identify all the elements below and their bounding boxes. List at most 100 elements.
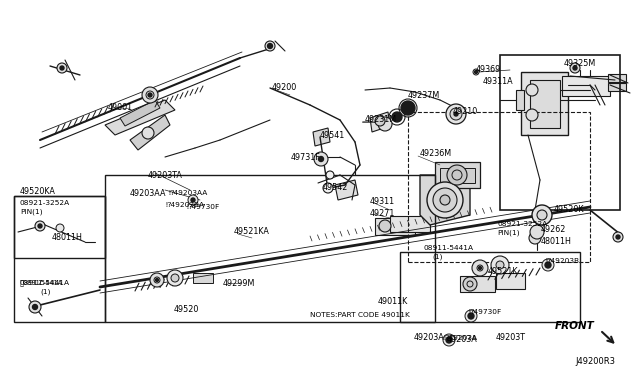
- Circle shape: [616, 235, 620, 239]
- Polygon shape: [105, 100, 175, 135]
- Text: (1): (1): [432, 254, 442, 260]
- Text: 08921-3252A: 08921-3252A: [20, 200, 70, 206]
- Text: 49001: 49001: [108, 103, 133, 112]
- Text: 49521K: 49521K: [488, 266, 518, 276]
- Polygon shape: [120, 100, 160, 126]
- Circle shape: [446, 337, 452, 343]
- Polygon shape: [130, 115, 170, 150]
- Polygon shape: [193, 273, 213, 283]
- Polygon shape: [335, 180, 358, 200]
- Circle shape: [427, 182, 463, 218]
- Circle shape: [479, 266, 481, 269]
- Text: 48011H: 48011H: [541, 237, 572, 247]
- Text: 49520KA: 49520KA: [20, 187, 56, 196]
- Circle shape: [156, 279, 159, 282]
- Circle shape: [472, 260, 488, 276]
- Polygon shape: [435, 162, 480, 188]
- Text: 49231M: 49231M: [365, 115, 397, 124]
- Circle shape: [463, 277, 477, 291]
- Circle shape: [150, 273, 164, 287]
- Text: 49311: 49311: [370, 198, 395, 206]
- Text: 49011K: 49011K: [378, 296, 408, 305]
- Bar: [14, 196, 105, 258]
- Polygon shape: [608, 83, 626, 91]
- Text: ⁉49730F: ⁉49730F: [468, 309, 501, 315]
- Circle shape: [530, 225, 544, 239]
- Text: ⁉49203A: ⁉49203A: [443, 335, 477, 341]
- Text: 49203A: 49203A: [413, 334, 444, 343]
- Text: 49299M: 49299M: [223, 279, 255, 288]
- Circle shape: [496, 261, 504, 269]
- Circle shape: [56, 224, 64, 232]
- Circle shape: [167, 270, 183, 286]
- Text: 49203TA: 49203TA: [148, 171, 183, 180]
- Circle shape: [465, 310, 477, 322]
- Bar: [500, 55, 620, 210]
- Circle shape: [265, 41, 275, 51]
- Circle shape: [57, 63, 67, 73]
- Circle shape: [60, 66, 64, 70]
- Circle shape: [191, 198, 195, 202]
- Text: 49200: 49200: [272, 83, 297, 93]
- Bar: [408, 112, 590, 262]
- Circle shape: [401, 101, 415, 115]
- Text: ⁉49730F: ⁉49730F: [186, 204, 220, 210]
- Polygon shape: [440, 168, 475, 183]
- Text: NOTES:PART CODE 49011K: NOTES:PART CODE 49011K: [310, 312, 410, 318]
- Circle shape: [326, 171, 334, 179]
- Circle shape: [613, 232, 623, 242]
- Circle shape: [142, 127, 154, 139]
- Text: 49521KA: 49521KA: [234, 228, 270, 237]
- Text: PIN(1): PIN(1): [20, 209, 43, 215]
- Bar: [400, 252, 580, 322]
- Circle shape: [473, 69, 479, 75]
- Circle shape: [314, 152, 328, 166]
- Circle shape: [375, 116, 385, 126]
- Text: 08921-3252A: 08921-3252A: [497, 221, 547, 227]
- Text: 49542: 49542: [323, 183, 348, 192]
- Circle shape: [446, 104, 466, 124]
- Circle shape: [29, 301, 41, 313]
- Polygon shape: [460, 276, 495, 292]
- Circle shape: [526, 84, 538, 96]
- Polygon shape: [562, 76, 610, 96]
- Polygon shape: [313, 128, 330, 146]
- Circle shape: [33, 305, 38, 310]
- Text: 49236M: 49236M: [420, 150, 452, 158]
- Circle shape: [468, 313, 474, 319]
- Text: 49520K: 49520K: [554, 205, 584, 215]
- Circle shape: [529, 232, 541, 244]
- Text: 08911-5441A: 08911-5441A: [424, 245, 474, 251]
- Circle shape: [268, 44, 273, 48]
- Polygon shape: [521, 72, 568, 135]
- Text: 49237M: 49237M: [408, 90, 440, 99]
- Text: ␷0891⁄5441A: ␷0891⁄5441A: [20, 280, 63, 286]
- Circle shape: [545, 262, 551, 268]
- Polygon shape: [390, 216, 430, 232]
- Text: 08911-5441A: 08911-5441A: [20, 280, 70, 286]
- Polygon shape: [375, 218, 415, 235]
- Text: 49271: 49271: [370, 208, 396, 218]
- Text: 49731F: 49731F: [291, 153, 320, 161]
- Circle shape: [526, 109, 538, 121]
- Polygon shape: [530, 80, 560, 128]
- Polygon shape: [370, 112, 390, 132]
- Polygon shape: [496, 273, 525, 289]
- Text: 49210: 49210: [453, 108, 478, 116]
- Text: FRONT: FRONT: [556, 321, 595, 331]
- Circle shape: [573, 66, 577, 70]
- Circle shape: [171, 274, 179, 282]
- Text: ⁉49203AA: ⁉49203AA: [168, 190, 207, 196]
- Polygon shape: [420, 175, 470, 225]
- Bar: [14, 196, 105, 322]
- Polygon shape: [608, 74, 626, 82]
- Circle shape: [319, 157, 323, 161]
- Text: 48011H: 48011H: [52, 232, 83, 241]
- Text: 49541: 49541: [320, 131, 345, 140]
- Circle shape: [447, 165, 467, 185]
- Circle shape: [323, 183, 333, 193]
- Text: 49262: 49262: [541, 224, 566, 234]
- Circle shape: [142, 87, 158, 103]
- Text: ⁉49203B: ⁉49203B: [545, 258, 579, 264]
- Circle shape: [450, 108, 462, 120]
